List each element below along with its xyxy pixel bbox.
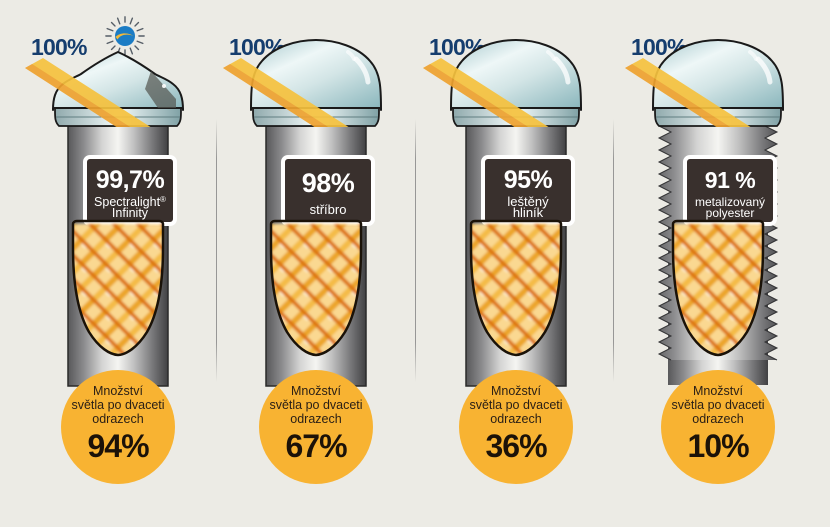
svg-text:98%: 98%	[302, 168, 355, 198]
svg-text:91 %: 91 %	[705, 167, 755, 193]
svg-text:Infinity: Infinity	[112, 206, 149, 220]
svg-text:hliník: hliník	[513, 205, 544, 220]
svg-text:99,7%: 99,7%	[96, 166, 165, 194]
svg-text:95%: 95%	[504, 166, 553, 194]
svg-text:stříbro: stříbro	[310, 202, 347, 217]
svg-text:polyester: polyester	[706, 206, 755, 220]
